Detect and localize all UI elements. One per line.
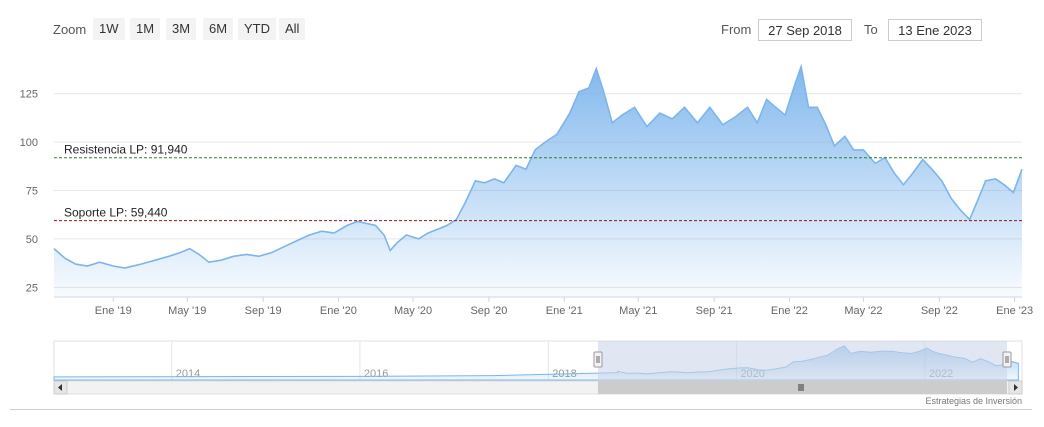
price-area	[54, 66, 1022, 297]
zoom-label: Zoom	[53, 22, 87, 37]
plot-lines: Resistencia LP: 91,940 Soporte LP: 59,440	[54, 143, 1022, 222]
scrollbar-grip-icon	[798, 384, 804, 391]
x-tick-label: Ene '21	[546, 305, 583, 317]
y-tick-label: 125	[20, 89, 38, 101]
x-tick-label: Ene '23	[996, 305, 1033, 317]
zoom-1m-button[interactable]: 1M	[130, 18, 161, 40]
x-tick-label: Ene '19	[95, 305, 132, 317]
plot-line-label: Soporte LP: 59,440	[64, 206, 168, 220]
x-tick-label: May '19	[168, 305, 206, 317]
navigator-selection[interactable]	[598, 341, 1007, 381]
x-tick-label: Sep '21	[696, 305, 733, 317]
y-tick-label: 50	[26, 234, 38, 246]
zoom-1w-button[interactable]: 1W	[93, 18, 125, 40]
to-date-input[interactable]	[888, 19, 982, 41]
navigator-handle-right[interactable]	[1002, 351, 1012, 368]
navigator-handle-left[interactable]	[593, 351, 603, 368]
x-axis-ticks: Ene '19 May '19 Sep '19 Ene '20 May '20 Sep '…	[95, 297, 1033, 317]
zoom-all-button[interactable]: All	[279, 18, 306, 40]
zoom-6m-button[interactable]: 6M	[203, 18, 234, 40]
zoom-3m-button[interactable]: 3M	[166, 18, 197, 40]
y-tick-label: 75	[26, 186, 38, 198]
from-label: From	[721, 22, 752, 37]
y-tick-label: 25	[26, 282, 38, 294]
x-tick-label: May '20	[394, 305, 432, 317]
zoom-ytd-button[interactable]: YTD	[238, 18, 276, 40]
x-tick-label: May '22	[844, 305, 882, 317]
range-selector-toolbar: Zoom 1W 1M 3M 6M YTD All From To	[0, 0, 1044, 60]
to-label: To	[864, 22, 878, 37]
scrollbar-right-arrow-icon[interactable]	[1008, 380, 1023, 395]
scrollbar-left-arrow-icon[interactable]	[53, 380, 68, 395]
x-tick-label: Sep '22	[921, 305, 958, 317]
scrollbar[interactable]	[53, 380, 1023, 395]
x-tick-label: Sep '19	[245, 305, 282, 317]
bottom-divider	[10, 409, 1032, 410]
x-tick-label: Sep '20	[470, 305, 507, 317]
price-line	[53, 63, 1023, 269]
plot-line-label: Resistencia LP: 91,940	[64, 143, 188, 157]
x-tick-label: May '21	[619, 305, 657, 317]
x-tick-label: Ene '20	[320, 305, 357, 317]
from-date-input[interactable]	[758, 19, 852, 41]
navigator[interactable]: 20142016201820202022	[53, 340, 1023, 382]
chart-credit: Estrategias de Inversión	[925, 396, 1022, 406]
x-tick-label: Ene '22	[771, 305, 808, 317]
y-tick-label: 100	[20, 137, 38, 149]
y-axis-ticks: 25 50 75 100 125	[20, 89, 38, 295]
